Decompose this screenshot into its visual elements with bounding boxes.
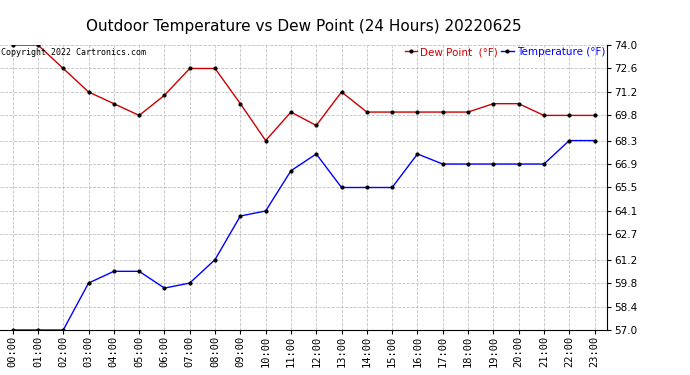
Temperature (°F) bbox=[110, 269, 118, 274]
Legend: Dew Point  (°F), Temperature (°F): Dew Point (°F), Temperature (°F) bbox=[404, 47, 605, 57]
Dew Point  (°F) bbox=[565, 113, 573, 118]
Temperature (°F) bbox=[84, 281, 92, 285]
Dew Point  (°F) bbox=[236, 101, 244, 106]
Dew Point  (°F) bbox=[515, 101, 523, 106]
Temperature (°F) bbox=[262, 209, 270, 213]
Dew Point  (°F) bbox=[489, 101, 497, 106]
Temperature (°F) bbox=[439, 162, 447, 166]
Dew Point  (°F) bbox=[337, 90, 346, 94]
Temperature (°F) bbox=[515, 162, 523, 166]
Temperature (°F) bbox=[464, 162, 472, 166]
Temperature (°F) bbox=[186, 281, 194, 285]
Temperature (°F) bbox=[413, 152, 422, 156]
Dew Point  (°F) bbox=[8, 43, 17, 47]
Line: Dew Point  (°F): Dew Point (°F) bbox=[10, 42, 598, 143]
Temperature (°F) bbox=[135, 269, 144, 274]
Text: Copyright 2022 Cartronics.com: Copyright 2022 Cartronics.com bbox=[1, 48, 146, 57]
Temperature (°F) bbox=[363, 185, 371, 190]
Dew Point  (°F) bbox=[110, 101, 118, 106]
Dew Point  (°F) bbox=[413, 110, 422, 114]
Dew Point  (°F) bbox=[591, 113, 599, 118]
Temperature (°F) bbox=[236, 214, 244, 218]
Temperature (°F) bbox=[211, 257, 219, 262]
Dew Point  (°F) bbox=[540, 113, 548, 118]
Temperature (°F) bbox=[160, 286, 168, 290]
Dew Point  (°F) bbox=[186, 66, 194, 71]
Dew Point  (°F) bbox=[34, 43, 42, 47]
Dew Point  (°F) bbox=[287, 110, 295, 114]
Temperature (°F) bbox=[540, 162, 548, 166]
Temperature (°F) bbox=[59, 328, 68, 332]
Dew Point  (°F) bbox=[312, 123, 320, 128]
Temperature (°F) bbox=[287, 168, 295, 173]
Temperature (°F) bbox=[489, 162, 497, 166]
Temperature (°F) bbox=[388, 185, 396, 190]
Dew Point  (°F) bbox=[59, 66, 68, 71]
Dew Point  (°F) bbox=[262, 138, 270, 143]
Line: Temperature (°F): Temperature (°F) bbox=[10, 138, 598, 333]
Dew Point  (°F) bbox=[84, 90, 92, 94]
Temperature (°F) bbox=[312, 152, 320, 156]
Temperature (°F) bbox=[565, 138, 573, 143]
Temperature (°F) bbox=[8, 328, 17, 332]
Dew Point  (°F) bbox=[363, 110, 371, 114]
Text: Outdoor Temperature vs Dew Point (24 Hours) 20220625: Outdoor Temperature vs Dew Point (24 Hou… bbox=[86, 19, 522, 34]
Dew Point  (°F) bbox=[160, 93, 168, 98]
Dew Point  (°F) bbox=[464, 110, 472, 114]
Dew Point  (°F) bbox=[439, 110, 447, 114]
Temperature (°F) bbox=[34, 328, 42, 332]
Temperature (°F) bbox=[591, 138, 599, 143]
Temperature (°F) bbox=[337, 185, 346, 190]
Dew Point  (°F) bbox=[211, 66, 219, 71]
Dew Point  (°F) bbox=[388, 110, 396, 114]
Dew Point  (°F) bbox=[135, 113, 144, 118]
